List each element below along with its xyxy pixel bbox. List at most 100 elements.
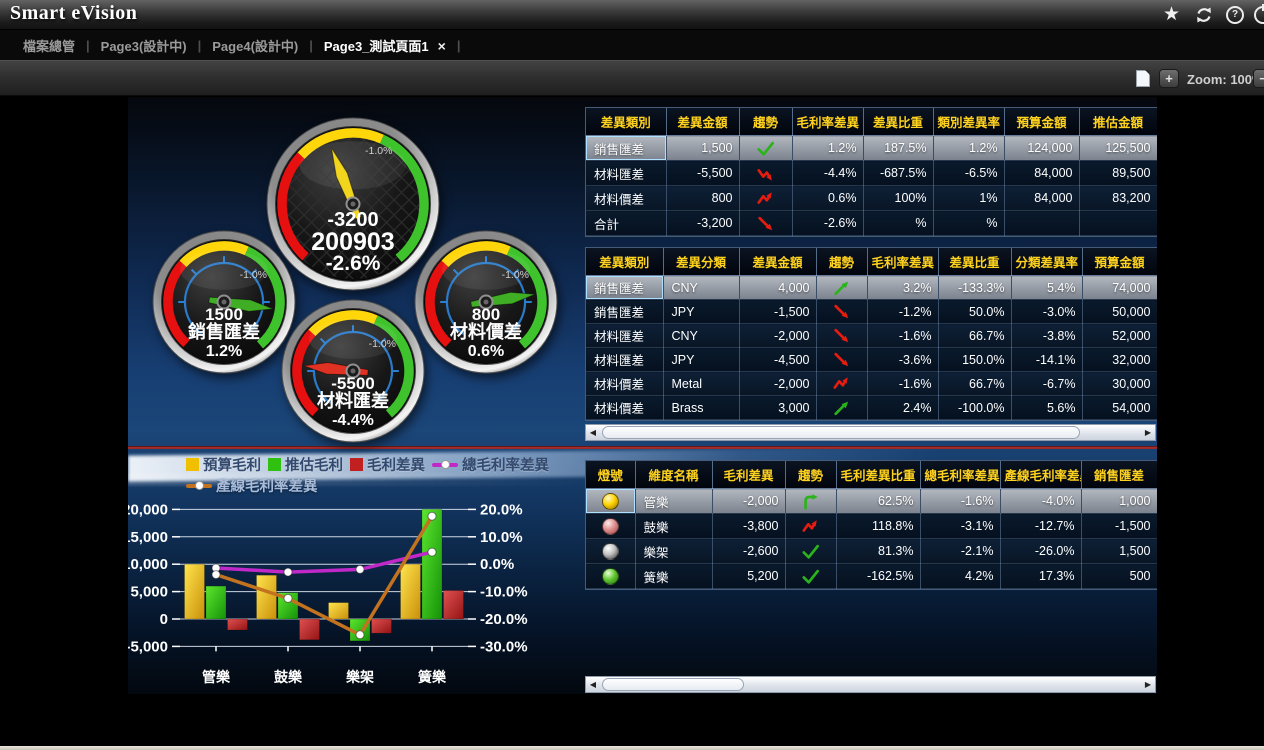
zoom-level-label: Zoom: 100% [1187,72,1264,87]
tab-page3-1[interactable]: Page3_測試頁面1 × [323,37,446,54]
column-header[interactable]: 趨勢 [739,108,793,136]
class-variance-h-scrollbar[interactable]: ◀ ▶ [585,424,1156,441]
table-cell [1004,210,1080,236]
left-axis-tick: 5,000 [130,584,168,601]
table-row[interactable]: 樂架 -2,600 81.3% -2.1% -26.0% 1,500 [586,538,1157,564]
table-cell [785,488,837,514]
gauge-label: 材料價差 [450,321,522,342]
gauge-tick-label: -1.0% [369,338,396,350]
column-header[interactable]: 差異類別 [586,248,664,276]
table-row[interactable]: 銷售匯差 1,500 1.2% 187.5% 1.2% 124,000 125,500 [586,135,1157,161]
column-header[interactable]: 銷售匯差 [1081,461,1157,489]
table-cell: -3.1% [920,513,1001,539]
table-row[interactable]: 材料匯差 -5,500 -4.4% -687.5% -6.5% 84,000 89,500 [586,160,1157,186]
table-cell: -4.4% [792,160,864,186]
gauge-value: 800 [472,305,500,324]
column-header[interactable]: 趨勢 [785,461,837,489]
table-row[interactable]: 材料價差 800 0.6% 100% 1% 84,000 83,200 [586,185,1157,211]
column-header[interactable]: 毛利差異比重 [836,461,921,489]
tab-separator: | [456,37,461,53]
table-cell [586,513,636,539]
scrollbar-thumb[interactable] [602,426,1080,439]
zoom-in-button[interactable]: + [1159,69,1179,88]
gauge-label: 銷售匯差 [188,321,260,342]
column-header[interactable]: 毛利率差異 [867,248,939,276]
scroll-left-button[interactable]: ◀ [589,428,597,437]
column-header[interactable]: 趨勢 [816,248,868,276]
tab-page3-[interactable]: Page3(設計中) [100,38,187,54]
column-header[interactable]: 預算金額 [1004,108,1080,136]
scrollbar-thumb[interactable] [602,678,744,691]
column-header[interactable]: 分類差異率 [1011,248,1083,276]
table-cell: 32,000 [1082,347,1157,372]
new-page-icon[interactable] [1136,70,1150,87]
column-header[interactable]: 差異比重 [938,248,1012,276]
gauge-pct: -4.4% [332,412,374,429]
legend-swatch-line [186,481,212,490]
table-cell: 1% [933,185,1005,211]
table-cell [816,371,868,396]
help-icon[interactable]: ? [1226,6,1244,24]
table-cell: 800 [666,185,740,211]
table-cell: % [863,210,934,236]
table-cell [739,185,793,211]
refresh-icon[interactable] [1194,5,1214,29]
table-row[interactable]: 材料價差 Metal -2,000 -1.6% 66.7% -6.7% 30,000 [586,371,1157,396]
table-row[interactable]: 合計 -3,200 -2.6%%% [586,210,1157,236]
lamp-green-icon [601,567,619,585]
scroll-left-button[interactable]: ◀ [589,680,597,689]
trend-down-icon [834,328,849,343]
table-cell: Metal [663,371,740,396]
divider-line [128,446,1157,449]
table-row[interactable]: 銷售匯差 JPY -1,500 -1.2% 50.0% -3.0% 50,000 [586,299,1157,324]
star-icon[interactable]: ★ [1163,4,1181,25]
trend-down-icon [758,216,773,230]
column-header[interactable]: 維度名稱 [635,461,713,489]
column-header[interactable]: 產線毛利率差異 [1000,461,1082,489]
table-row[interactable]: 管樂 -2,000 62.5% -1.6% -4.0% 1,000 [586,488,1157,514]
gauge-value: 1500 [205,305,243,324]
tab-page4-[interactable]: Page4(設計中) [212,38,299,54]
table-cell: -26.0% [1000,538,1082,564]
legend-swatch-bar [350,458,363,471]
gauge-value: -5500 [331,374,374,393]
column-header[interactable]: 差異分類 [663,248,740,276]
column-header[interactable]: 類別差異率 [933,108,1005,136]
table-row[interactable]: 材料匯差 CNY -2,000 -1.6% 66.7% -3.8% 52,000 [586,323,1157,348]
table-row[interactable]: 材料匯差 JPY -4,500 -3.6% 150.0% -14.1% 32,000 [586,347,1157,372]
column-header[interactable]: 毛利差異 [712,461,786,489]
power-icon[interactable] [1254,4,1264,24]
left-axis-tick: 10,000 [128,556,168,573]
table-cell: -2.6% [792,210,864,236]
column-header[interactable]: 燈號 [586,461,636,489]
column-header[interactable]: 推估金額 [1079,108,1157,136]
lamp-red-icon [601,517,619,535]
tab-file-explorer[interactable]: 檔案總管 [23,38,76,54]
table-cell: -2,600 [712,538,786,564]
table-cell [816,323,868,348]
column-header[interactable]: 預算金額 [1082,248,1157,276]
tab-close-icon[interactable]: × [437,37,446,54]
table-row[interactable]: 銷售匯差 CNY 4,000 3.2% -133.3% 5.4% 74,000 [586,275,1157,300]
table-cell: 89,500 [1079,160,1157,186]
column-header[interactable]: 差異比重 [863,108,934,136]
dimension-status-h-scrollbar[interactable]: ◀ ▶ [585,676,1156,693]
scroll-right-button[interactable]: ▶ [1144,428,1152,437]
table-cell: -1.6% [867,323,939,348]
column-header[interactable]: 毛利率差異 [792,108,864,136]
line-marker [283,567,293,577]
bar-預算毛利 [256,574,277,620]
column-header[interactable]: 差異類別 [586,108,667,136]
gauge-pct: 0.6% [468,343,504,360]
table-row[interactable]: 材料價差 Brass 3,000 2.4% -100.0% 5.6% 54,000 [586,395,1157,420]
zoom-out-button[interactable]: − [1253,69,1264,88]
table-cell: 1.2% [792,135,864,161]
column-header[interactable]: 總毛利率差異 [920,461,1001,489]
column-header[interactable]: 差異金額 [739,248,817,276]
tab-separator: | [197,37,202,53]
table-row[interactable]: 簧樂 5,200 -162.5% 4.2% 17.3% 500 [586,563,1157,589]
scroll-right-button[interactable]: ▶ [1144,680,1152,689]
table-row[interactable]: 鼓樂 -3,800 118.8% -3.1% -12.7% -1,500 [586,513,1157,539]
column-header[interactable]: 差異金額 [666,108,740,136]
